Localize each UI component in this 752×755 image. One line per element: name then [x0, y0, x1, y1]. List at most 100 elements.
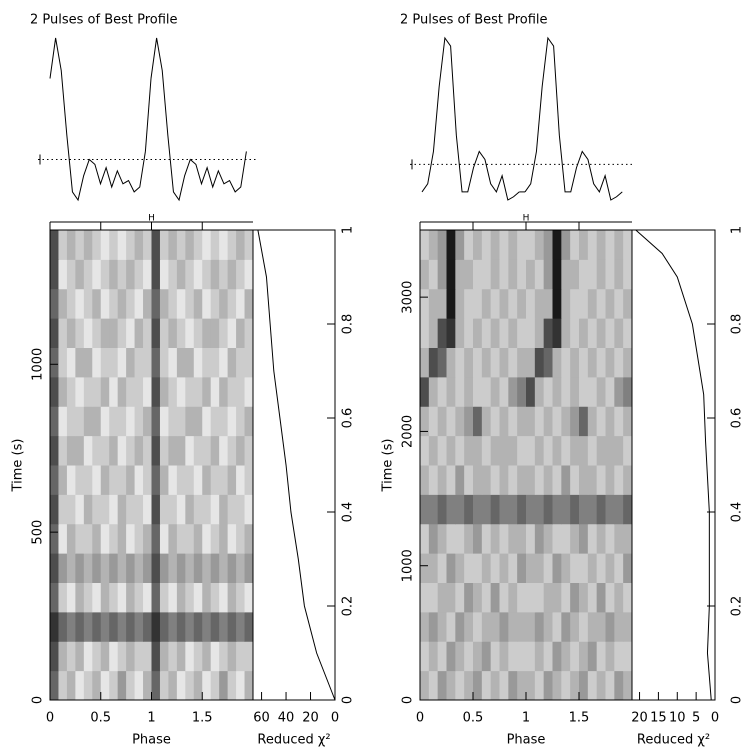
- heat-cell: [58, 611, 68, 642]
- heat-cell: [117, 553, 127, 583]
- heat-cell: [193, 523, 203, 554]
- heat-cell: [446, 670, 456, 701]
- heat-cell: [168, 494, 178, 525]
- heat-cell: [623, 288, 633, 319]
- heat-cell: [508, 611, 518, 642]
- heat-cell: [126, 582, 136, 613]
- heat-cell: [236, 288, 246, 319]
- heat-cell: [623, 406, 633, 437]
- heat-cell: [508, 406, 518, 437]
- heat-cell: [117, 611, 127, 642]
- heat-cell: [126, 259, 136, 290]
- heat-cell: [499, 288, 509, 319]
- heat-cell: [134, 553, 144, 583]
- heat-cell: [75, 259, 85, 290]
- heat-cell: [126, 670, 136, 701]
- heat-cell: [420, 641, 430, 672]
- heat-cell: [58, 670, 68, 701]
- heat-cell: [50, 582, 59, 613]
- heat-cell: [66, 318, 76, 348]
- heat-cell: [464, 347, 474, 378]
- heat-cell: [420, 288, 430, 319]
- heat-cell: [176, 611, 186, 642]
- heat-cell: [210, 553, 220, 583]
- heat-cell: [210, 259, 220, 290]
- heat-cell: [499, 641, 509, 672]
- heat-cell: [202, 553, 212, 583]
- heat-cell: [244, 435, 254, 466]
- heat-cell: [151, 259, 161, 290]
- heat-cell: [420, 230, 430, 260]
- heat-cell: [420, 465, 430, 495]
- heat-cell: [210, 230, 220, 260]
- heat-cell: [596, 611, 606, 642]
- heat-cell: [50, 641, 59, 672]
- heat-cell: [614, 611, 624, 642]
- heat-cell: [623, 494, 633, 525]
- heat-cell: [50, 318, 59, 348]
- heat-cell: [193, 670, 203, 701]
- heat-cell: [552, 670, 562, 701]
- heat-cell: [428, 288, 439, 319]
- x-tick-label: 0.5: [90, 711, 111, 726]
- heat-cell: [83, 553, 93, 583]
- heat-cell: [455, 523, 465, 554]
- heat-cell: [168, 523, 178, 554]
- heat-cell: [561, 494, 571, 525]
- heat-cell: [543, 318, 553, 348]
- heat-cell: [219, 406, 229, 437]
- heat-cell: [151, 376, 161, 407]
- heat-cell: [210, 465, 220, 495]
- chi-curve: [635, 229, 712, 701]
- x-tick-label: 0.5: [463, 711, 484, 726]
- heat-cell: [464, 523, 474, 554]
- heat-cell: [570, 259, 580, 290]
- heat-cell: [464, 670, 474, 701]
- heat-cell: [517, 347, 527, 378]
- heat-cell: [490, 611, 500, 642]
- heat-cell: [236, 259, 246, 290]
- heat-cell: [473, 347, 483, 378]
- heat-cell: [464, 318, 474, 348]
- heat-cell: [508, 494, 518, 525]
- heat-cell: [446, 582, 456, 613]
- heat-cell: [227, 670, 237, 701]
- heat-cell: [244, 611, 254, 642]
- heat-cell: [508, 259, 518, 290]
- heat-cell: [420, 318, 430, 348]
- heat-cell: [534, 376, 545, 407]
- heat-cell: [210, 288, 220, 319]
- heat-cell: [455, 641, 465, 672]
- heat-cell: [92, 406, 102, 437]
- heat-cell: [534, 318, 545, 348]
- heat-cell: [50, 523, 59, 554]
- heat-cell: [428, 670, 439, 701]
- heat-cell: [561, 259, 571, 290]
- heat-cell: [193, 376, 203, 407]
- heat-cell: [151, 553, 161, 583]
- heat-cell: [168, 347, 178, 378]
- heat-cell: [109, 494, 119, 525]
- heat-cell: [143, 288, 152, 319]
- heat-cell: [83, 318, 93, 348]
- heat-cell: [109, 406, 119, 437]
- heat-cell: [481, 288, 492, 319]
- profile-line: [150, 37, 247, 202]
- y-tick-label: 500: [31, 520, 46, 545]
- y-tick-label: 0: [31, 696, 46, 704]
- chi-tick-label: 15: [650, 711, 667, 726]
- heat-cell: [227, 318, 237, 348]
- heat-cell: [499, 523, 509, 554]
- heat-cell: [552, 259, 562, 290]
- heat-cell: [159, 347, 169, 378]
- heat-cell: [143, 259, 152, 290]
- x-tick-label: 1: [147, 711, 155, 726]
- heat-cell: [428, 230, 439, 260]
- heat-cell: [596, 288, 606, 319]
- heat-cell: [75, 435, 85, 466]
- heat-cell: [446, 465, 456, 495]
- heat-cell: [490, 259, 500, 290]
- heat-cell: [605, 494, 615, 525]
- heat-cell: [437, 259, 447, 290]
- heat-cell: [464, 641, 474, 672]
